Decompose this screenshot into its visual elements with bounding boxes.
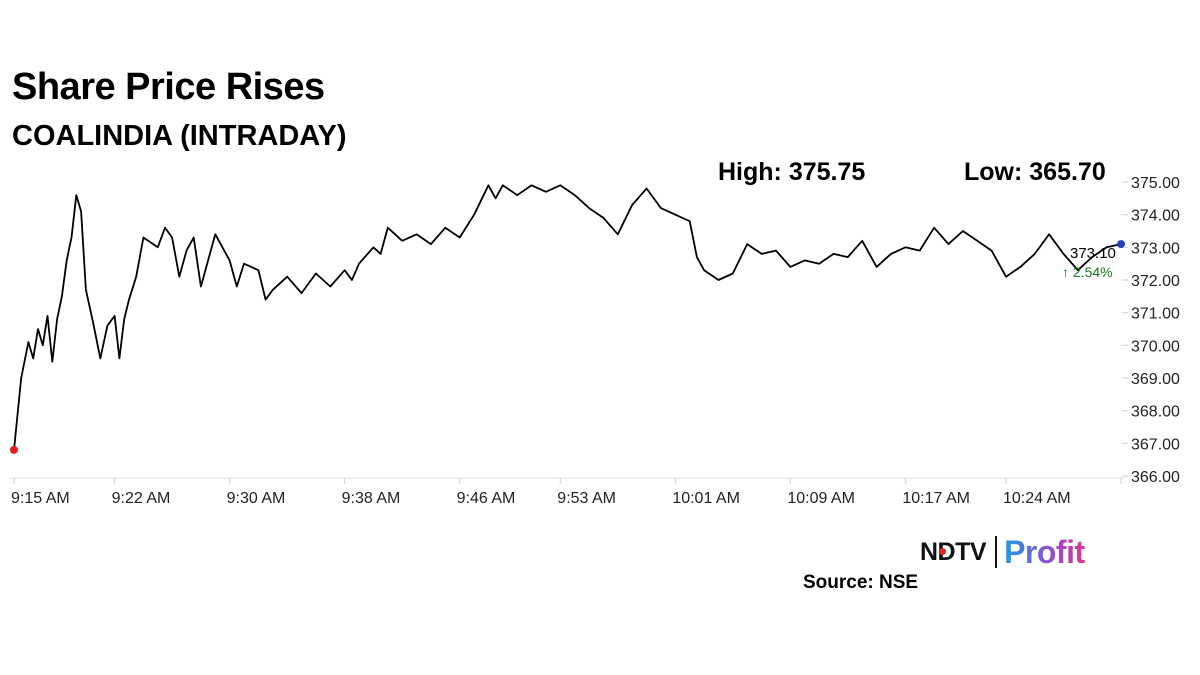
profit-wordmark: Profit: [1004, 533, 1085, 570]
x-tick-label: 10:01 AM: [672, 490, 740, 507]
change-percent-label: ↑ 2.54%: [1062, 264, 1113, 280]
day-high-label: High: 375.75: [718, 158, 866, 186]
y-tick-label: 369.00: [1131, 371, 1180, 388]
y-axis-ticks: 375.00 374.00 373.00 372.00 371.00 370.00 369.…: [1122, 175, 1180, 486]
y-tick-label: 372.00: [1131, 273, 1180, 290]
y-tick-label: 371.00: [1131, 306, 1180, 323]
x-tick-label: 9:46 AM: [457, 490, 516, 507]
y-tick-label: 367.00: [1131, 436, 1180, 453]
source-note: Source: NSE: [803, 572, 919, 593]
logo-divider: [995, 536, 998, 568]
y-tick-label: 366.00: [1131, 469, 1180, 486]
y-tick-label: 368.00: [1131, 404, 1180, 421]
x-tick-label: 9:22 AM: [112, 490, 171, 507]
x-tick-label: 9:53 AM: [557, 490, 616, 507]
y-tick-label: 375.00: [1131, 175, 1180, 192]
start-marker: [10, 445, 18, 454]
x-tick-label: 10:17 AM: [902, 490, 970, 507]
x-tick-label: 9:38 AM: [342, 490, 401, 507]
x-axis-ticks: 9:15 AM 9:22 AM 9:30 AM 9:38 AM 9:46 AM 9:53 …: [11, 478, 1122, 507]
ndtv-wordmark: NDTV: [920, 537, 987, 566]
x-tick-label: 10:24 AM: [1003, 490, 1071, 507]
last-price-marker: [1117, 240, 1125, 249]
last-price-label: 373.10: [1070, 245, 1116, 262]
price-series-line: [13, 184, 1122, 450]
y-tick-label: 374.00: [1131, 208, 1180, 225]
logo-red-dot: [939, 548, 946, 555]
x-tick-label: 9:30 AM: [227, 490, 286, 507]
x-tick-label: 9:15 AM: [11, 490, 70, 507]
ndtv-profit-logo: NDTV Profit: [920, 533, 1085, 571]
y-tick-label: 373.00: [1131, 240, 1180, 257]
chart-title: Share Price Rises: [12, 66, 325, 108]
chart-subtitle: COALINDIA (INTRADAY): [12, 120, 347, 152]
day-low-label: Low: 365.70: [964, 158, 1106, 186]
y-tick-label: 370.00: [1131, 338, 1180, 355]
x-tick-label: 10:09 AM: [787, 490, 855, 507]
